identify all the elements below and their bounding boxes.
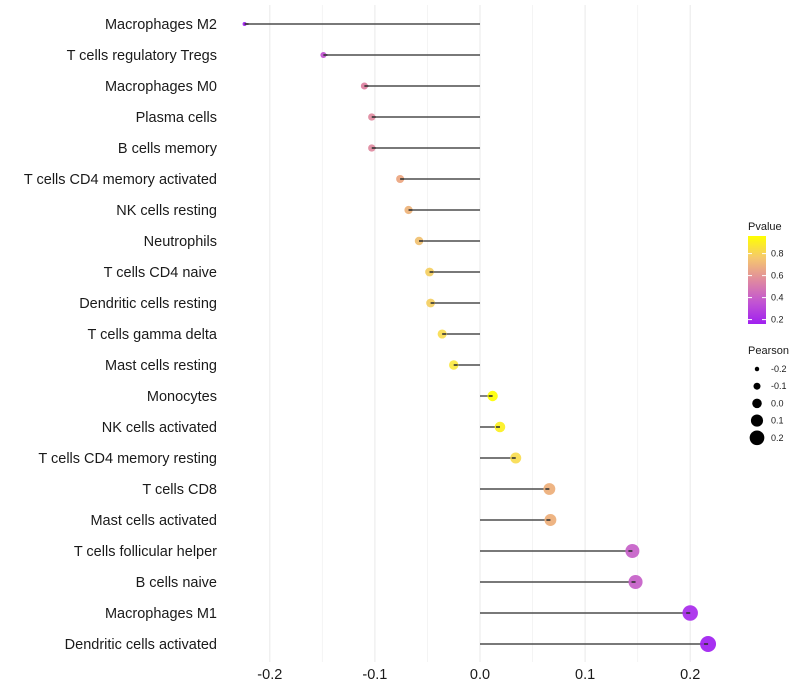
size-key-label: 0.2 — [771, 433, 784, 443]
category-label: Mast cells activated — [90, 513, 217, 529]
pearson-legend: Pearson -0.2 -0.1 0.0 0.1 0.2 — [748, 345, 789, 446]
category-label: T cells regulatory Tregs — [67, 48, 217, 64]
grid — [269, 5, 691, 662]
category-label: Mast cells resting — [105, 358, 217, 374]
x-tick-label: 0.1 — [575, 667, 595, 683]
category-label: Macrophages M2 — [105, 17, 217, 33]
data-point — [242, 21, 247, 27]
category-label: T cells CD4 memory activated — [24, 172, 217, 188]
category-label: Dendritic cells resting — [79, 296, 217, 312]
pvalue-legend-title: Pvalue — [748, 221, 782, 233]
category-label: NK cells activated — [102, 420, 217, 436]
category-label: Monocytes — [147, 389, 217, 405]
category-label: T cells CD4 naive — [104, 265, 217, 281]
data-point — [449, 360, 459, 370]
category-label: T cells gamma delta — [88, 327, 218, 343]
x-tick-label: -0.1 — [362, 667, 387, 683]
size-key — [749, 430, 765, 446]
x-tick-label: 0.2 — [680, 667, 700, 683]
category-label: T cells follicular helper — [74, 544, 217, 560]
x-axis-ticks: -0.2 -0.1 0.0 0.1 0.2 — [257, 667, 700, 683]
colorbar-tick-label: 0.4 — [771, 293, 784, 303]
x-tick-label: 0.0 — [470, 667, 490, 683]
category-label: T cells CD8 — [142, 482, 217, 498]
category-label: B cells naive — [136, 575, 217, 591]
category-label: NK cells resting — [116, 203, 217, 219]
colorbar-tick-label: 0.6 — [771, 271, 784, 281]
category-label: Macrophages M1 — [105, 606, 217, 622]
colorbar-tick-label: 0.8 — [771, 249, 784, 259]
category-label: Plasma cells — [136, 110, 217, 126]
pvalue-colorbar — [748, 236, 766, 324]
size-key — [754, 366, 760, 372]
category-label: Dendritic cells activated — [65, 637, 217, 653]
size-key-label: -0.1 — [771, 381, 787, 391]
size-key-label: 0.1 — [771, 416, 784, 426]
category-labels: Macrophages M2 T cells regulatory Tregs Ma… — [24, 17, 218, 653]
pvalue-legend: Pvalue 0.8 0.6 0.4 0.2 — [748, 221, 784, 325]
category-label: Macrophages M0 — [105, 79, 217, 95]
size-key-label: -0.2 — [771, 364, 787, 374]
category-label: Neutrophils — [144, 234, 217, 250]
size-key — [750, 414, 764, 427]
points — [242, 21, 717, 652]
category-label: T cells CD4 memory resting — [38, 451, 217, 467]
x-tick-label: -0.2 — [257, 667, 282, 683]
colorbar-tick-label: 0.2 — [771, 315, 784, 325]
pearson-legend-title: Pearson — [748, 345, 789, 357]
size-key-label: 0.0 — [771, 398, 784, 408]
size-key — [752, 398, 762, 409]
size-key — [753, 382, 761, 390]
category-label: B cells memory — [118, 141, 218, 157]
